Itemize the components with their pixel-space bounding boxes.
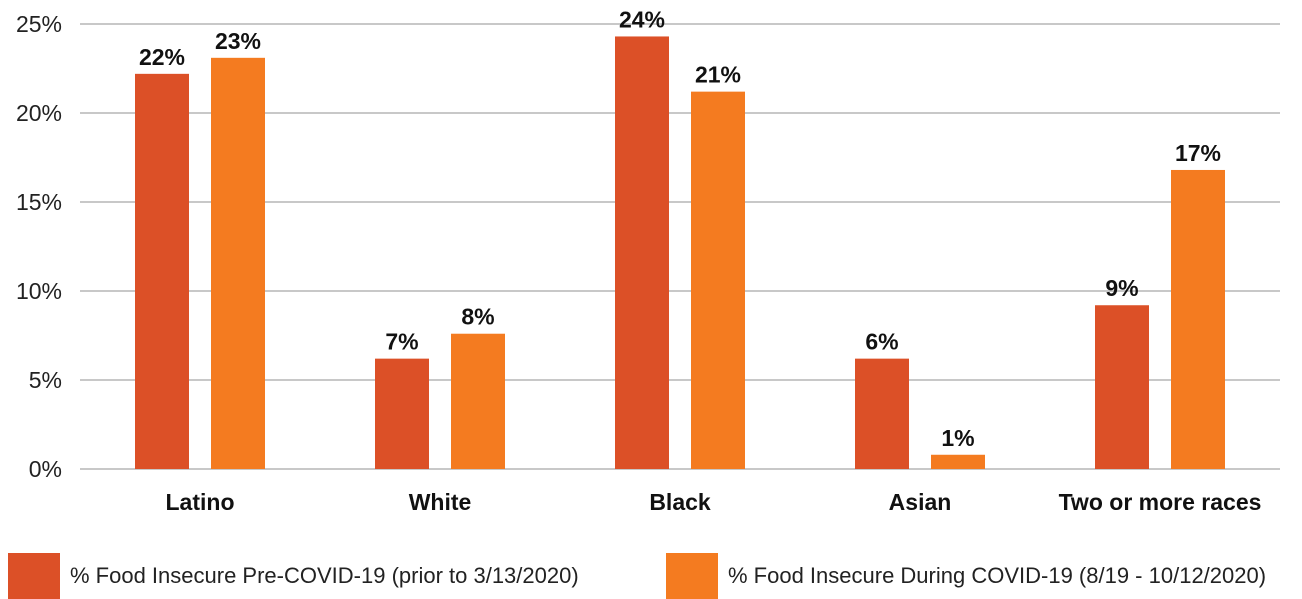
bar-value-label: 9% — [1105, 275, 1138, 301]
bars — [135, 36, 1225, 470]
x-category-label: Latino — [166, 489, 235, 515]
legend-label-pre-covid: % Food Insecure Pre-COVID-19 (prior to 3… — [70, 563, 579, 588]
gridlines — [80, 23, 1280, 470]
bar-value-label: 24% — [619, 6, 665, 32]
bar — [1095, 305, 1149, 469]
bar — [375, 358, 429, 469]
bar — [135, 73, 189, 469]
legend-label-during-covid: % Food Insecure During COVID-19 (8/19 - … — [728, 563, 1267, 588]
legend-swatch-pre-covid — [8, 553, 60, 599]
x-axis-categories: Latino White Black Asian Two or more races — [166, 489, 1262, 515]
bar — [451, 333, 505, 469]
bar — [1171, 169, 1225, 469]
y-tick-label: 0% — [29, 456, 62, 482]
bar — [931, 454, 985, 469]
x-category-label: Two or more races — [1059, 489, 1262, 515]
bar — [691, 91, 745, 469]
bar — [211, 57, 265, 469]
y-axis-ticks: 0% 5% 10% 15% 20% 25% — [16, 11, 62, 482]
bar-value-label: 8% — [461, 304, 494, 330]
legend-item-pre-covid: % Food Insecure Pre-COVID-19 (prior to 3… — [8, 553, 579, 599]
bar-value-label: 23% — [215, 28, 261, 54]
x-category-label: Asian — [889, 489, 952, 515]
y-tick-label: 25% — [16, 11, 62, 37]
data-labels: 22% 23% 7% 8% 24% 21% 6% 1% 9% 17% — [139, 6, 1221, 450]
bar — [855, 358, 909, 469]
y-tick-label: 20% — [16, 100, 62, 126]
legend-item-during-covid: % Food Insecure During COVID-19 (8/19 - … — [666, 553, 1266, 599]
x-category-label: Black — [649, 489, 711, 515]
bar-value-label: 7% — [385, 329, 418, 355]
y-tick-label: 5% — [29, 367, 62, 393]
bar-value-label: 1% — [941, 425, 974, 451]
x-category-label: White — [409, 489, 472, 515]
bar — [615, 36, 669, 470]
y-tick-label: 15% — [16, 189, 62, 215]
legend: % Food Insecure Pre-COVID-19 (prior to 3… — [0, 553, 1302, 599]
y-tick-label: 10% — [16, 278, 62, 304]
bar-value-label: 6% — [865, 329, 898, 355]
bar-value-label: 17% — [1175, 140, 1221, 166]
bar-value-label: 21% — [695, 62, 741, 88]
legend-swatch-during-covid — [666, 553, 718, 599]
bar-value-label: 22% — [139, 44, 185, 70]
bar-chart-plot: 0% 5% 10% 15% 20% 25% 22% 23% 7% 8% 24% 21% 6% 1% 9% 1… — [16, 6, 1280, 515]
